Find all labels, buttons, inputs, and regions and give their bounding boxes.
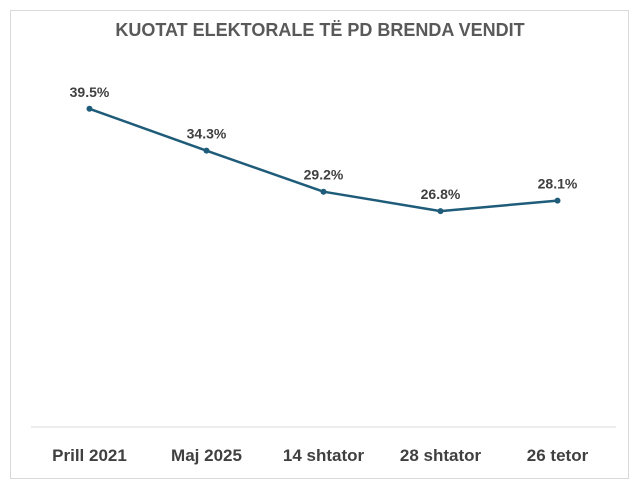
data-label: 39.5%: [70, 84, 110, 100]
data-label: 26.8%: [421, 186, 461, 202]
x-tick-label: Maj 2025: [171, 446, 242, 465]
chart-frame: [10, 10, 629, 479]
data-label: 28.1%: [538, 176, 578, 192]
data-point: [437, 208, 444, 215]
x-tick-label: Prill 2021: [52, 446, 127, 465]
x-tick-label: 14 shtator: [283, 446, 365, 465]
chart-title: KUOTAT ELEKTORALE TË PD BRENDA VENDIT: [115, 20, 525, 40]
data-point: [554, 197, 561, 204]
data-label: 34.3%: [187, 126, 227, 142]
data-point: [320, 188, 327, 195]
data-label: 29.2%: [304, 167, 344, 183]
data-point: [203, 147, 210, 154]
data-point: [86, 105, 93, 112]
x-tick-label: 26 tetor: [527, 446, 589, 465]
series-line: [89, 107, 558, 213]
x-tick-label: 28 shtator: [400, 446, 482, 465]
